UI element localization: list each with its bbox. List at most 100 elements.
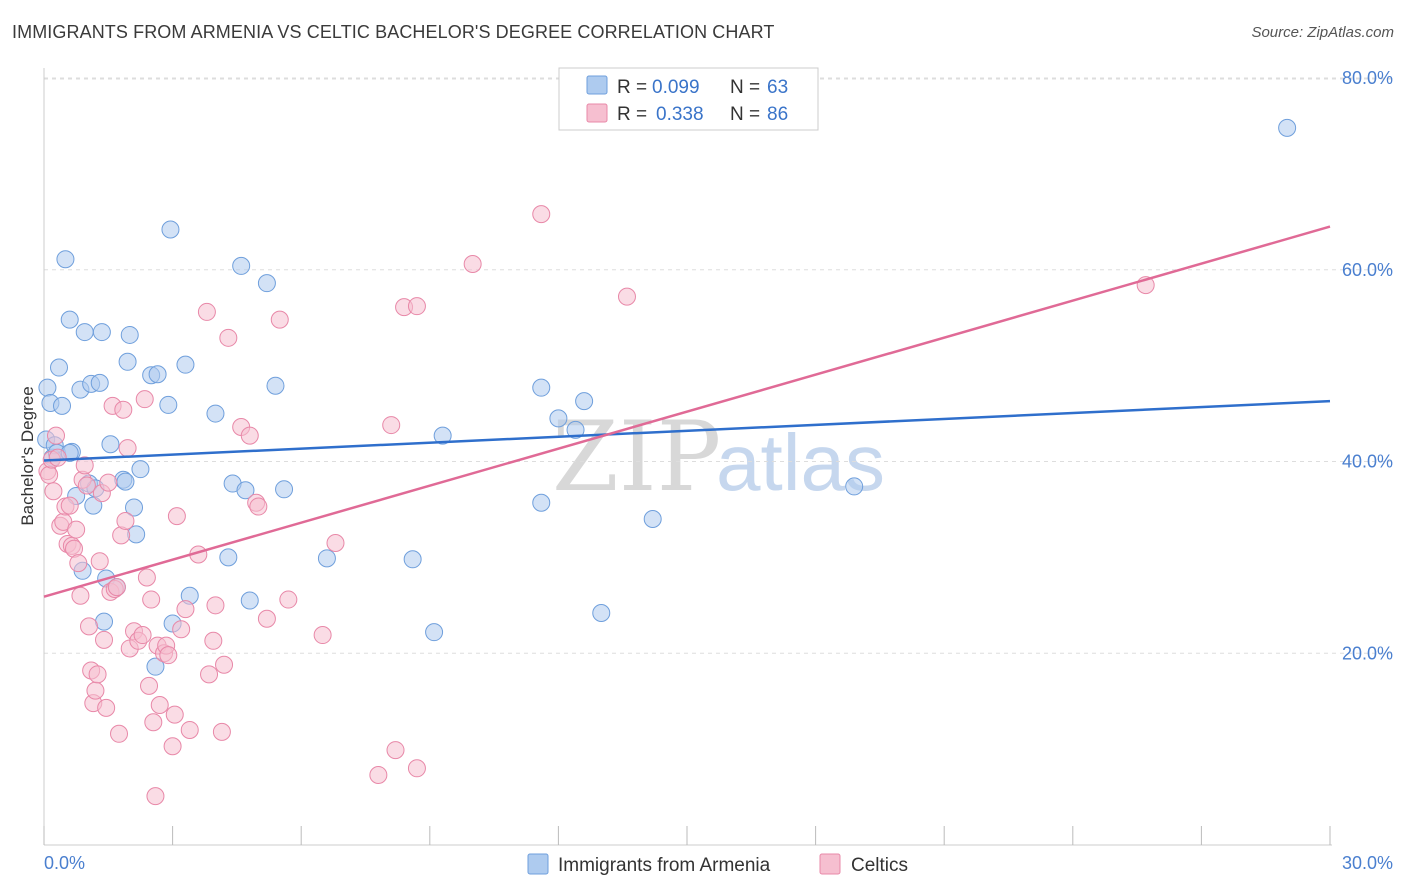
armenia-point-37 xyxy=(176,355,195,374)
celtics-point-47 xyxy=(146,787,165,806)
celtics-point-81 xyxy=(407,297,426,316)
legend-n-label-celtics: N = xyxy=(730,104,760,125)
celtics-point-27 xyxy=(97,698,116,717)
stats-legend: R = 0.099 N = 63 R = 0.338 N = 86 xyxy=(558,67,819,131)
celtics-point-45 xyxy=(142,590,161,609)
celtics-point-1 xyxy=(40,465,59,484)
chart-title: IMMIGRANTS FROM ARMENIA VS CELTIC BACHEL… xyxy=(12,22,775,42)
y-tick-label-2: 60.0% xyxy=(1342,260,1393,280)
armenia-point-52 xyxy=(532,378,551,397)
legend-n-label-armenia: N = xyxy=(730,77,760,98)
celtics-point-3 xyxy=(44,482,63,501)
y-axis-label: Bachelor's Degree xyxy=(18,386,37,525)
legend-n-value-celtics: 86 xyxy=(767,104,788,125)
celtics-point-19 xyxy=(80,617,99,636)
armenia-point-60 xyxy=(1278,118,1297,137)
celtics-point-68 xyxy=(240,426,259,445)
legend-n-value-armenia: 63 xyxy=(767,77,788,98)
series-armenia-points xyxy=(37,118,1297,676)
armenia-point-28 xyxy=(125,498,144,517)
celtics-point-55 xyxy=(167,507,186,526)
armenia-point-33 xyxy=(148,365,167,384)
armenia-point-46 xyxy=(266,376,285,395)
celtics-point-60 xyxy=(197,302,216,321)
bottom-legend-label-celtics: Celtics xyxy=(851,855,908,876)
source-label: Source: ZipAtlas.com xyxy=(1251,24,1394,41)
celtics-point-22 xyxy=(86,681,105,700)
x-axis-ticks xyxy=(43,826,1331,845)
celtics-point-73 xyxy=(279,590,298,609)
celtics-point-80 xyxy=(407,759,426,778)
trend-line-armenia xyxy=(43,399,1331,462)
legend-r-value-armenia: 0.099 xyxy=(652,77,700,98)
y-tick-labels: 20.0% 40.0% 60.0% 80.0% xyxy=(1342,68,1393,663)
armenia-point-14 xyxy=(75,323,94,342)
armenia-point-23 xyxy=(101,435,120,454)
celtics-point-52 xyxy=(159,646,178,665)
armenia-point-8 xyxy=(56,250,75,269)
celtics-point-17 xyxy=(75,456,94,475)
celtics-point-18 xyxy=(77,476,96,495)
celtics-point-77 xyxy=(382,416,401,435)
celtics-point-4 xyxy=(47,426,66,445)
celtics-point-46 xyxy=(144,713,163,732)
celtics-point-78 xyxy=(386,741,405,760)
armenia-point-59 xyxy=(845,477,864,496)
armenia-point-9 xyxy=(60,310,79,329)
armenia-point-43 xyxy=(236,481,255,500)
celtics-point-23 xyxy=(88,665,107,684)
celtics-point-43 xyxy=(137,568,156,587)
armenia-point-42 xyxy=(232,256,251,275)
armenia-point-34 xyxy=(159,395,178,414)
legend-r-label-celtics: R = xyxy=(617,104,647,125)
celtics-point-15 xyxy=(71,586,90,605)
armenia-point-19 xyxy=(90,373,109,392)
armenia-point-62 xyxy=(116,472,135,491)
y-tick-label-3: 80.0% xyxy=(1342,68,1393,88)
x-tick-label-min: 0.0% xyxy=(44,853,85,873)
celtics-point-83 xyxy=(532,205,551,224)
celtics-point-58 xyxy=(180,720,199,739)
watermark-zip: ZIP xyxy=(552,401,721,513)
y-tick-label-0: 20.0% xyxy=(1342,643,1393,663)
armenia-point-55 xyxy=(566,420,585,439)
armenia-point-44 xyxy=(240,591,259,610)
armenia-point-53 xyxy=(532,493,551,512)
celtics-point-74 xyxy=(313,626,332,645)
legend-swatch-armenia xyxy=(586,75,608,95)
celtics-point-71 xyxy=(257,609,276,628)
bottom-legend-swatch-armenia xyxy=(527,853,549,875)
celtics-point-53 xyxy=(163,737,182,756)
armenia-point-51 xyxy=(433,426,452,445)
legend-r-label-armenia: R = xyxy=(617,77,647,98)
celtics-point-72 xyxy=(270,310,289,329)
celtics-point-33 xyxy=(110,724,129,743)
legend-r-value-celtics: 0.338 xyxy=(656,104,704,125)
gridlines xyxy=(44,77,1393,654)
armenia-point-50 xyxy=(425,623,444,642)
armenia-point-27 xyxy=(120,325,139,344)
armenia-point-58 xyxy=(643,510,662,529)
celtics-point-28 xyxy=(99,473,118,492)
legend-swatch-celtics xyxy=(586,103,608,123)
celtics-point-70 xyxy=(249,497,268,516)
celtics-point-76 xyxy=(369,766,388,785)
y-tick-label-1: 40.0% xyxy=(1342,452,1393,472)
series-celtics-points xyxy=(38,205,1155,806)
celtics-point-35 xyxy=(114,400,133,419)
watermark-atlas: atlas xyxy=(716,418,885,507)
celtics-point-26 xyxy=(95,630,114,649)
celtics-point-41 xyxy=(133,626,152,645)
bottom-legend-label-armenia: Immigrants from Armenia xyxy=(558,855,771,876)
armenia-point-54 xyxy=(549,409,568,428)
celtics-point-32 xyxy=(107,578,126,597)
armenia-point-40 xyxy=(219,548,238,567)
x-tick-label-max: 30.0% xyxy=(1342,853,1393,873)
armenia-point-47 xyxy=(275,480,294,499)
armenia-point-35 xyxy=(161,220,180,239)
celtics-point-36 xyxy=(116,511,135,530)
celtics-point-13 xyxy=(67,520,86,539)
armenia-point-20 xyxy=(92,323,111,342)
celtics-point-10 xyxy=(60,496,79,515)
celtics-point-44 xyxy=(140,676,159,695)
